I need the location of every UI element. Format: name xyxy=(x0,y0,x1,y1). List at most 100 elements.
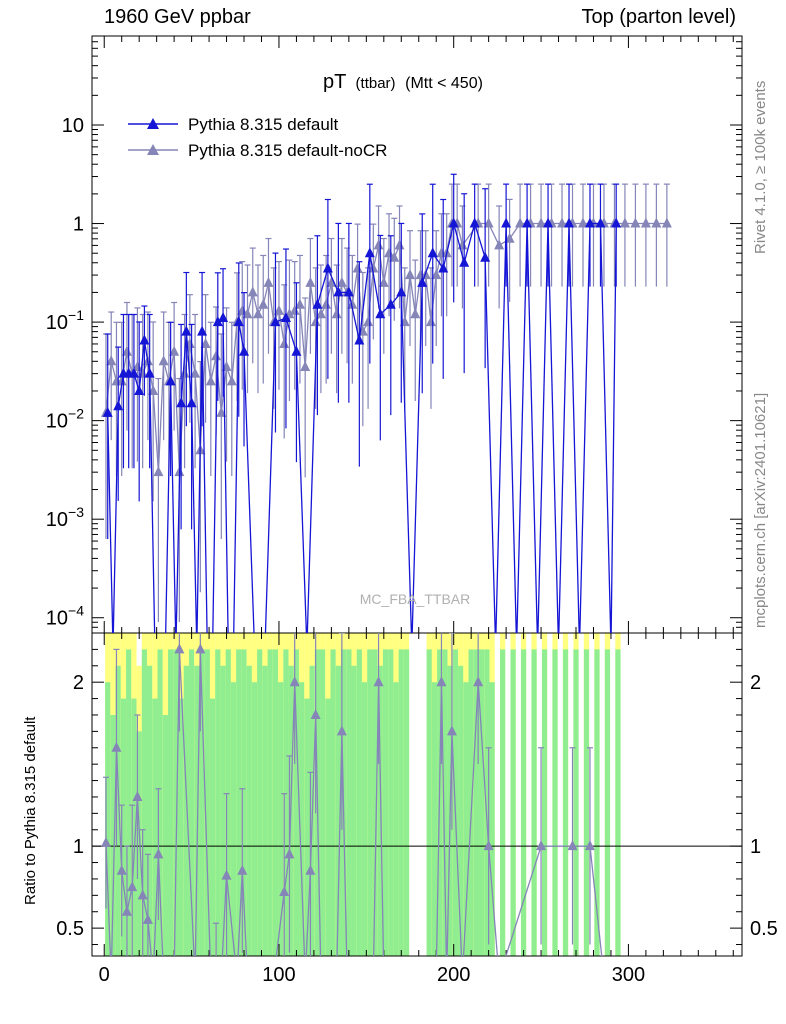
y-tick-label: 10−2 xyxy=(46,406,84,433)
band-green xyxy=(463,682,469,956)
series-default xyxy=(102,173,622,633)
band-green xyxy=(173,649,179,956)
data-point xyxy=(364,247,375,258)
ratio-point xyxy=(446,725,457,736)
data-point xyxy=(312,298,323,309)
data-point xyxy=(336,276,347,287)
band-green xyxy=(147,665,153,956)
band-green xyxy=(398,649,404,956)
band-green xyxy=(499,649,506,956)
data-point xyxy=(263,276,274,287)
data-point xyxy=(595,217,606,228)
data-point xyxy=(237,304,248,315)
ratio-point xyxy=(237,864,248,875)
data-point xyxy=(427,247,438,258)
band-green xyxy=(236,649,242,956)
ratio-point xyxy=(284,848,295,859)
ratio-point xyxy=(536,840,547,851)
band-green xyxy=(393,682,399,956)
data-point xyxy=(611,217,622,228)
band-green xyxy=(361,682,368,956)
data-point xyxy=(116,375,127,386)
band-green xyxy=(131,698,137,956)
data-point xyxy=(640,217,651,228)
side-label-mcplots: mcplots.cern.ch [arXiv:2401.10621] xyxy=(752,392,769,628)
data-point xyxy=(205,375,216,386)
ratio-uncertainty-bands xyxy=(105,633,621,956)
data-point xyxy=(239,345,250,356)
x-tick-label: 300 xyxy=(612,964,645,986)
data-point xyxy=(310,316,321,327)
ratio-axes-box xyxy=(91,632,743,957)
ratio-y-tick-label-right: 0.5 xyxy=(750,918,778,940)
band-green xyxy=(330,649,336,956)
band-green xyxy=(126,649,132,956)
ratio-series-nocr xyxy=(100,633,603,956)
data-point xyxy=(343,286,354,297)
ratio-point xyxy=(483,840,494,851)
data-point xyxy=(289,304,300,315)
data-point xyxy=(279,337,290,348)
ratio-line xyxy=(105,649,603,956)
band-green xyxy=(594,649,600,956)
y-tick-label: 10−1 xyxy=(46,307,84,334)
data-point xyxy=(584,217,595,228)
band-green xyxy=(241,649,247,956)
data-point xyxy=(333,286,344,297)
band-green xyxy=(541,649,548,956)
data-point xyxy=(494,239,505,250)
data-point xyxy=(378,276,389,287)
ratio-y-tick-label: 2 xyxy=(73,672,84,694)
band-green xyxy=(262,665,268,956)
data-point xyxy=(200,337,211,348)
band-green xyxy=(562,649,569,956)
ratio-y-tick-label: 1 xyxy=(73,836,84,858)
ratio-point xyxy=(195,643,206,654)
band-green xyxy=(272,649,279,956)
ratio-point xyxy=(567,840,578,851)
data-point xyxy=(438,262,449,273)
data-point xyxy=(153,466,164,477)
data-point xyxy=(212,316,223,327)
data-point xyxy=(354,334,365,345)
band-green xyxy=(152,698,158,956)
ratio-point xyxy=(310,708,321,719)
data-point xyxy=(226,375,237,386)
data-point xyxy=(417,276,428,287)
ratio-point xyxy=(436,676,447,687)
svg-text:pT (ttbar) (Mtt <: pT (ttbar) (Mtt < 450) xyxy=(323,71,483,93)
band-green xyxy=(188,649,195,956)
legend-entry-default: Pythia 8.315 default xyxy=(128,115,339,134)
band-green xyxy=(215,649,221,956)
data-point xyxy=(270,316,281,327)
data-point xyxy=(501,217,512,228)
x-tick-label: 200 xyxy=(437,964,470,986)
band-green xyxy=(442,649,448,956)
data-point xyxy=(197,325,208,336)
series-line xyxy=(105,222,667,473)
band-green xyxy=(351,665,357,956)
series-layer xyxy=(100,173,672,633)
data-point xyxy=(543,217,554,228)
data-point xyxy=(564,217,575,228)
ratio-point xyxy=(174,643,185,654)
band-green xyxy=(426,649,432,956)
band-green xyxy=(209,698,216,956)
ratio-y-axis-label: Ratio to Pythia 8.315 default xyxy=(22,716,39,905)
data-point xyxy=(137,367,148,378)
band-green xyxy=(520,649,527,956)
band-green xyxy=(335,665,341,956)
data-point xyxy=(139,334,150,345)
data-point xyxy=(619,217,630,228)
legend: Pythia 8.315 default Pythia 8.315 defaul… xyxy=(128,115,387,160)
ratio-point xyxy=(127,881,138,892)
title-cut: (Mtt < 450) xyxy=(405,75,483,92)
data-point xyxy=(483,217,494,228)
main-plot-frame: 10 1 10−1 10−2 10−3 10−4 xyxy=(46,35,743,634)
data-point xyxy=(469,217,480,228)
band-green xyxy=(403,649,410,956)
band-green xyxy=(278,682,284,956)
band-green xyxy=(251,682,258,956)
band-green xyxy=(194,665,200,956)
data-point xyxy=(176,397,187,408)
